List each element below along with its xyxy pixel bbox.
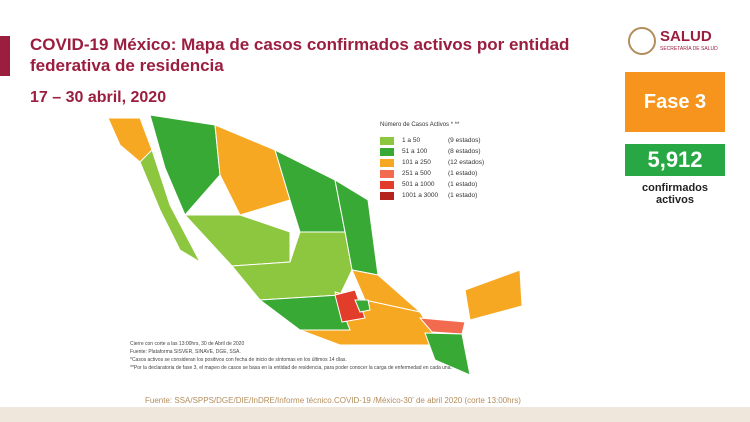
legend-range: 1 a 50: [402, 137, 421, 144]
legend-row: 51 a 100 (8 estados): [380, 146, 484, 157]
legend-swatch: [380, 191, 394, 200]
legend-count: (12 estados): [448, 159, 485, 166]
legend-count: (1 estado): [448, 192, 478, 199]
legend-count: (1 estado): [448, 170, 478, 177]
legend-swatch: [380, 147, 394, 156]
total-label: confirmados activos: [641, 182, 708, 206]
date: 17 – 30 abril, 2020: [30, 89, 167, 106]
total-value: 5,912: [647, 147, 703, 172]
legend-swatch: [380, 136, 394, 145]
map: [107, 114, 523, 376]
legend-swatch: [380, 158, 394, 167]
legend-row: 501 a 1000 (1 estado): [380, 179, 484, 190]
legend: 1 a 50 (9 estados) 51 a 100 (8 estados) 101 …: [380, 135, 484, 201]
legend-range: 501 a 1000: [402, 181, 435, 188]
title: COVID-19 México: Mapa de casos confirmad…: [30, 35, 570, 75]
footer-band: [0, 407, 750, 422]
legend-count: (8 estados): [448, 148, 481, 155]
phase-box: Fase 3: [625, 72, 725, 132]
legend-row: 101 a 250 (12 estados): [380, 157, 484, 168]
notes: Cierre con corte a las 13:00hrs, 30 de A…: [130, 340, 452, 372]
legend-row: 1001 a 3000 (1 estado): [380, 190, 484, 201]
logo-emblem: [628, 27, 656, 55]
legend-swatch: [380, 180, 394, 189]
legend-range: 101 a 250: [402, 159, 431, 166]
note: **Por la declaratoria de fase 3, el mape…: [130, 365, 452, 371]
logo-subtext: SECRETARÍA DE SALUD: [660, 46, 718, 52]
footer: Fuente: SSA/SPPS/DGE/DIE/InDRE/Informe t…: [145, 396, 521, 405]
legend-count: (1 estado): [448, 181, 478, 188]
legend-range: 251 a 500: [402, 170, 431, 177]
legend-swatch: [380, 169, 394, 178]
legend-range: 51 a 100: [402, 148, 428, 155]
note: Cierre con corte a las 13:00hrs, 30 de A…: [130, 341, 245, 347]
note: *Casos activos se consideran los positiv…: [130, 357, 347, 363]
logo-text: SALUD: [660, 28, 712, 45]
total-box: 5,912: [625, 144, 725, 176]
note: Fuente: Plataforma SISVER, SINAVE, DGE, …: [130, 349, 241, 355]
accent-bar: [0, 36, 10, 76]
legend-range: 1001 a 3000: [402, 192, 439, 199]
legend-count: (9 estados): [448, 137, 481, 144]
legend-title: Número de Casos Activos * **: [380, 122, 460, 128]
legend-row: 1 a 50 (9 estados): [380, 135, 484, 146]
phase: Fase 3: [643, 90, 707, 113]
legend-row: 251 a 500 (1 estado): [380, 168, 484, 179]
